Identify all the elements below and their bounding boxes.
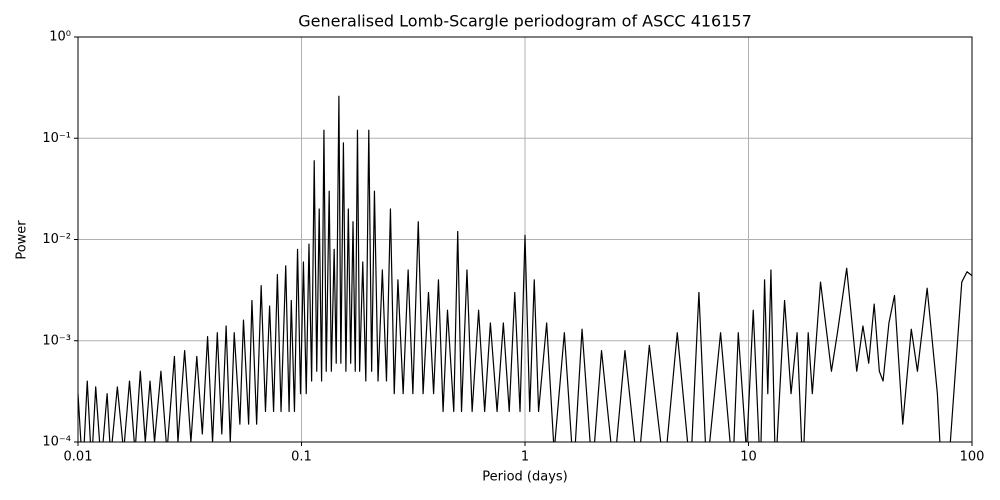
- x-tick-label: 0.01: [64, 450, 93, 465]
- series-line: [78, 95, 972, 442]
- x-tick-label: 0.1: [291, 450, 312, 465]
- x-tick-label: 10: [740, 450, 757, 465]
- chart-title: Generalised Lomb-Scargle periodogram of …: [298, 12, 752, 31]
- y-tick-label: 10⁻²: [42, 232, 71, 247]
- ticks: 0.01 0.1 1 10 100 10⁻⁴ 10⁻³ 10⁻² 10⁻¹ 10⁰: [42, 30, 984, 465]
- y-tick-label: 10⁻³: [42, 333, 71, 348]
- y-tick-label: 10⁻¹: [42, 131, 71, 146]
- y-tick-label: 10⁰: [49, 30, 71, 45]
- x-axis-label: Period (days): [482, 470, 568, 485]
- x-tick-label: 100: [960, 450, 985, 465]
- plot-area: [78, 95, 972, 442]
- x-tick-label: 1: [521, 450, 529, 465]
- y-axis-label: Power: [15, 220, 30, 260]
- y-tick-label: 10⁻⁴: [42, 435, 71, 450]
